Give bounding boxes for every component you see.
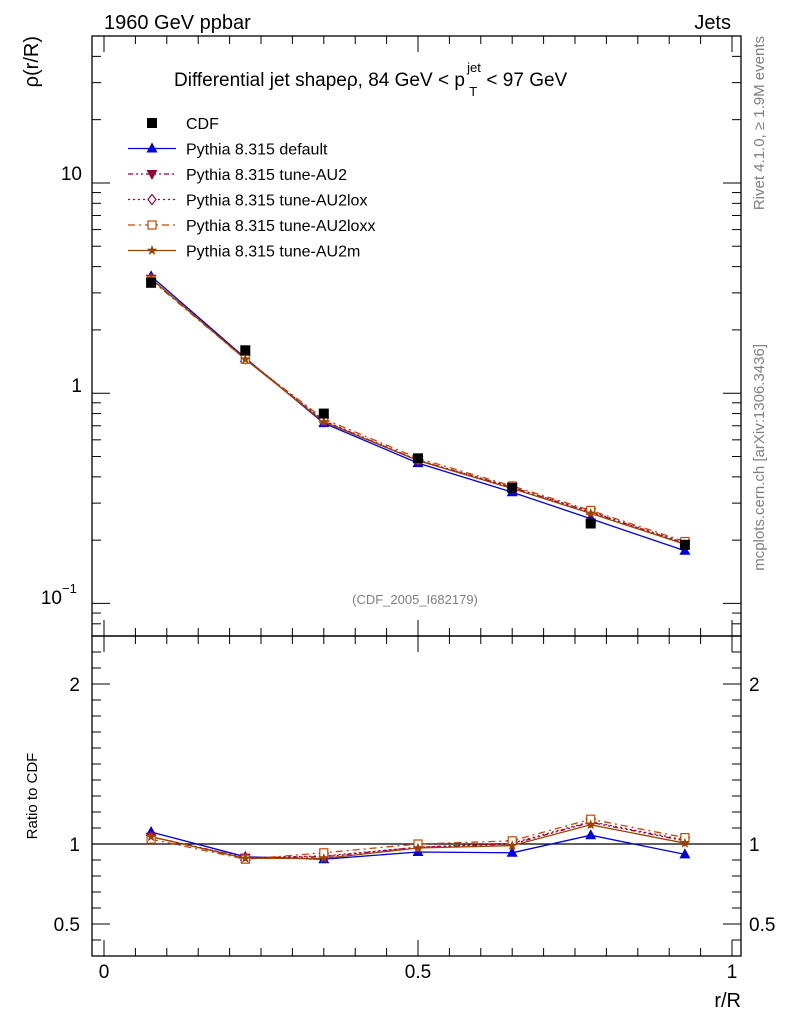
ratio-series-group — [145, 814, 691, 864]
cdf-data-point — [585, 518, 596, 529]
series-line-pythia-8.315-default — [150, 275, 686, 552]
data-point — [240, 353, 251, 364]
cdf-data-point — [240, 345, 251, 356]
xtick-label: 0.5 — [405, 962, 431, 983]
legend: CDF Pythia 8.315 default Pythia 8.315 tune… — [128, 116, 375, 261]
series-line-pythia-8.315-tune-au2lox — [150, 278, 686, 544]
legend-label: Pythia 8.315 tune-AU2lox — [186, 193, 367, 210]
cdf-data-point — [507, 482, 518, 493]
ratio-plot-frame — [91, 635, 742, 957]
data-point — [318, 416, 330, 427]
ratio-ytick-label-right: 0.5 — [749, 915, 775, 936]
cdf-data-point — [146, 277, 157, 288]
series-line-pythia-8.315-tune-au2 — [150, 278, 686, 545]
legend-marker — [147, 220, 157, 230]
main-series-group — [145, 270, 691, 555]
legend-marker — [147, 118, 157, 128]
xlabel: r/R — [714, 990, 741, 1012]
legend-marker — [146, 245, 158, 255]
legend-marker — [147, 193, 157, 206]
legend-label: CDF — [186, 116, 219, 133]
main-axis-ticks — [92, 35, 741, 637]
ratio-ytick-label: 2 — [69, 675, 80, 696]
series-line-pythia-8.315-tune-au2loxx — [150, 279, 686, 543]
legend-marker — [146, 142, 158, 153]
ratio-ytick-label: 1 — [69, 835, 80, 856]
ratio-point — [679, 848, 691, 859]
mcplots-reference-label: mcplots.cern.ch [arXiv:1306.3436] — [751, 344, 768, 571]
ratio-point — [585, 819, 596, 830]
data-point — [585, 507, 596, 518]
rivet-version-label: Rivet 4.1.0, ≥ 1.9M events — [751, 36, 768, 210]
ratio-point — [412, 842, 424, 853]
ratio-point — [318, 852, 330, 863]
legend-marker — [146, 170, 158, 180]
ytick-label-10: 10 — [61, 164, 82, 185]
ratio-point — [145, 831, 157, 842]
analysis-watermark: (CDF_2005_I682179) — [352, 592, 478, 607]
ratio-ytick-label-right: 1 — [749, 835, 760, 856]
energy-label: 1960 GeV ppbar — [104, 12, 251, 34]
ytick-label-0.1: 10 — [41, 588, 62, 609]
ratio-point — [506, 840, 518, 851]
ratio-point — [240, 852, 251, 863]
ytick-label-1: 1 — [71, 376, 82, 397]
ratio-point — [679, 837, 691, 848]
legend-label: Pythia 8.315 tune-AU2loxx — [186, 218, 375, 235]
legend-label: Pythia 8.315 tune-AU2m — [186, 244, 360, 261]
process-label: Jets — [694, 12, 731, 34]
ytick-label-0.1-exponent: −1 — [62, 581, 77, 596]
main-title: Differential jet shapeρ, 84 GeV < p jet … — [174, 56, 568, 101]
cdf-data-point — [318, 408, 329, 419]
xtick-labels: 0 0.5 1 — [99, 962, 738, 983]
cdf-data-point — [679, 539, 690, 550]
ratio-ytick-label: 0.5 — [54, 915, 80, 936]
series-line-pythia-8.315-tune-au2m — [150, 278, 686, 545]
ratio-point — [585, 829, 597, 840]
ratio-ytick-label-right: 2 — [749, 675, 760, 696]
cdf-data-point — [413, 453, 423, 464]
xtick-label: 1 — [727, 962, 738, 983]
legend-label: Pythia 8.315 tune-AU2 — [186, 167, 347, 184]
ratio-point — [506, 846, 518, 857]
legend-label: Pythia 8.315 default — [186, 142, 328, 159]
ratio-ytick-labels: 0.5 0.5 1 1 2 2 — [54, 675, 776, 936]
ratio-axis-ticks — [92, 636, 741, 956]
main-ylabel: ρ(r/R) — [21, 36, 43, 87]
xtick-label: 0 — [99, 962, 110, 983]
ratio-ylabel: Ratio to CDF — [24, 753, 41, 840]
